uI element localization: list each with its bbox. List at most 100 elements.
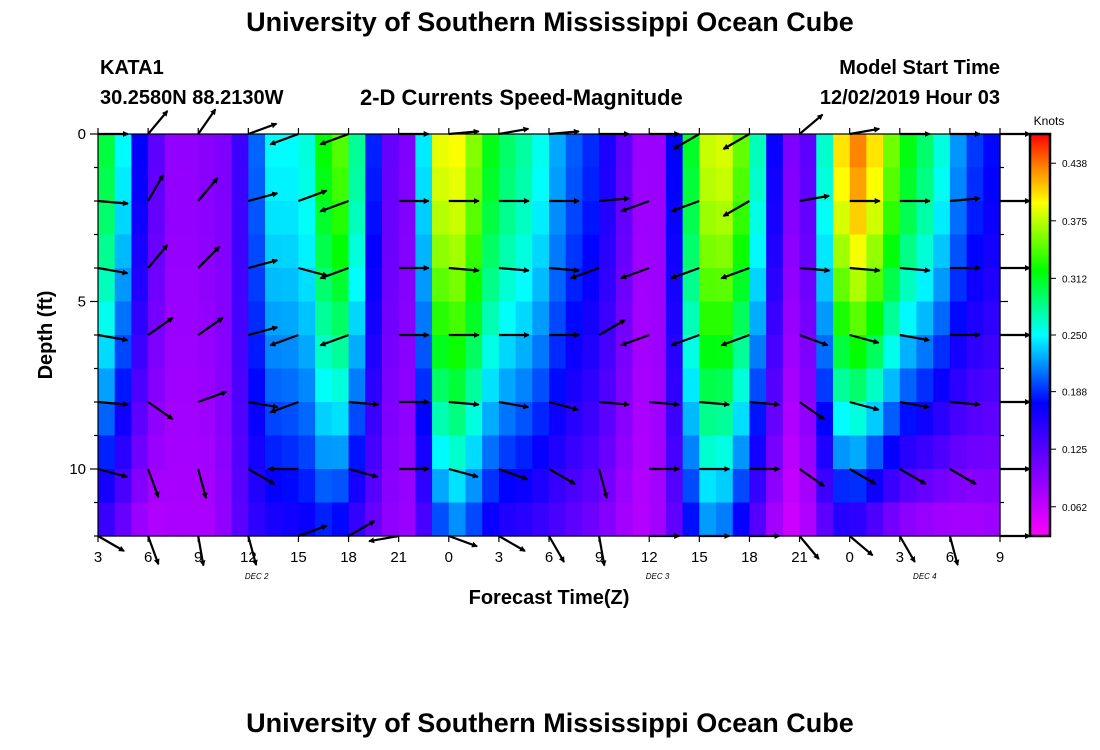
- heatmap-cell: [582, 201, 600, 236]
- heatmap-cell: [214, 435, 233, 470]
- heatmap-cell: [615, 368, 634, 403]
- x-tick-label: 21: [390, 549, 407, 566]
- current-vector: [448, 534, 478, 548]
- heatmap-cell: [716, 201, 734, 236]
- heatmap-cell: [866, 502, 884, 537]
- heatmap-cell: [298, 435, 316, 470]
- heatmap-cell: [933, 502, 951, 537]
- heatmap-cell: [632, 335, 650, 370]
- heatmap-cell: [331, 301, 350, 336]
- heatmap-cell: [565, 435, 583, 470]
- heatmap-cell: [365, 402, 383, 437]
- heatmap-cell: [766, 469, 784, 504]
- heatmap-cell: [916, 502, 934, 537]
- heatmap-cell: [265, 268, 283, 303]
- heatmap-cell: [365, 134, 383, 169]
- heatmap-cell: [949, 268, 968, 303]
- heatmap-cell: [983, 368, 1001, 403]
- heatmap-cell: [432, 268, 450, 303]
- heatmap-cell: [816, 201, 834, 236]
- heatmap-cell: [331, 368, 350, 403]
- colorbar-gradient: [1028, 132, 1052, 538]
- heatmap-cell: [148, 134, 166, 169]
- heatmap-cell: [665, 268, 684, 303]
- heatmap-cell: [966, 502, 984, 537]
- heatmap-cell: [766, 268, 784, 303]
- heatmap-cell: [164, 201, 183, 236]
- heatmap-cell: [482, 368, 500, 403]
- heatmap-cell: [131, 469, 149, 504]
- heatmap-cell: [432, 435, 450, 470]
- heatmap-cell: [231, 301, 249, 336]
- current-vector: [849, 468, 877, 485]
- heatmap-cell: [916, 234, 934, 269]
- heatmap-cell: [582, 268, 600, 303]
- heatmap-cell: [766, 368, 784, 403]
- heatmap-cell: [448, 469, 467, 504]
- heatmap-cell: [732, 268, 751, 303]
- heatmap-cell: [665, 134, 684, 169]
- heatmap-cell: [281, 268, 300, 303]
- heatmap-cell: [832, 167, 851, 202]
- heatmap-cell: [716, 301, 734, 336]
- heatmap-cell: [966, 335, 984, 370]
- heatmap-cell: [549, 234, 567, 269]
- heatmap-cell: [866, 167, 884, 202]
- heatmap-cell: [432, 234, 450, 269]
- heatmap-cell: [432, 301, 450, 336]
- heatmap-cell: [766, 201, 784, 236]
- x-tick-label: 18: [741, 549, 758, 566]
- heatmap-cell: [298, 502, 316, 537]
- heatmap-cell: [515, 234, 533, 269]
- current-vector: [598, 535, 607, 567]
- heatmap-cell: [716, 435, 734, 470]
- heatmap-cell: [632, 402, 650, 437]
- heatmap-cell: [949, 234, 968, 269]
- heatmap-cell: [866, 368, 884, 403]
- heatmap-cell: [181, 134, 199, 169]
- heatmap-cell: [632, 502, 650, 537]
- heatmap-cell: [866, 435, 884, 470]
- heatmap-cell: [766, 167, 784, 202]
- current-vector: [498, 535, 526, 552]
- heatmap-cell: [549, 167, 567, 202]
- heatmap-cell: [248, 301, 266, 336]
- heatmap-cell: [98, 402, 116, 437]
- heatmap-cell: [649, 167, 667, 202]
- heatmap-cell: [248, 335, 266, 370]
- heatmap-cell: [665, 335, 684, 370]
- heatmap-cell: [849, 301, 867, 336]
- current-vector: [248, 400, 279, 410]
- heatmap-cell: [933, 268, 951, 303]
- current-vector: [348, 520, 376, 537]
- heatmap-cell: [515, 201, 533, 236]
- heatmap-cell: [498, 402, 517, 437]
- current-vector: [798, 113, 824, 135]
- heatmap-cell: [949, 502, 968, 537]
- heatmap-cell: [732, 335, 751, 370]
- current-vector: [670, 199, 700, 213]
- heatmap-cell: [949, 435, 968, 470]
- heatmap-cell: [365, 502, 383, 537]
- heatmap-cell: [315, 167, 333, 202]
- heatmap-cell: [265, 335, 283, 370]
- heatmap-cell: [432, 469, 450, 504]
- current-vector: [672, 133, 700, 150]
- heatmap-cell: [114, 234, 132, 269]
- heatmap-cell: [799, 368, 817, 403]
- heatmap-cell: [98, 301, 116, 336]
- heatmap-cell: [331, 469, 350, 504]
- heatmap-cell: [532, 301, 550, 336]
- heatmap-cell: [315, 502, 333, 537]
- heatmap-cell: [766, 134, 784, 169]
- heatmap-cell: [465, 435, 483, 470]
- heatmap-cell: [983, 301, 1001, 336]
- heatmap-cell: [682, 402, 700, 437]
- heatmap-cell: [398, 268, 416, 303]
- heatmap-cell: [716, 167, 734, 202]
- heatmap-cell: [432, 167, 450, 202]
- heatmap-cell: [248, 402, 266, 437]
- heatmap-cell: [699, 301, 717, 336]
- heatmap-cell: [549, 201, 567, 236]
- current-vector: [348, 467, 379, 479]
